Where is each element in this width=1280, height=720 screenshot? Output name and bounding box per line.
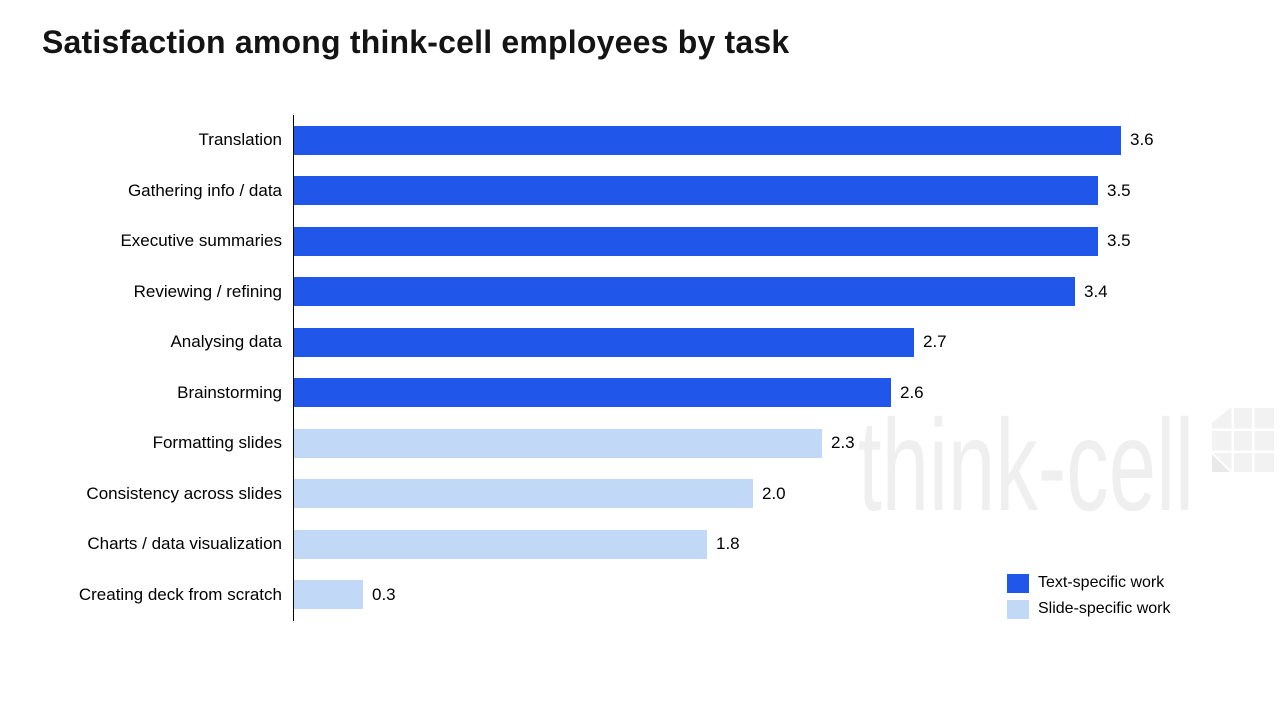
legend-swatch-slide-specific [1007, 599, 1029, 619]
value-label: 2.7 [923, 332, 947, 352]
value-label: 2.3 [831, 433, 855, 453]
value-label: 1.8 [716, 534, 740, 554]
legend-item-slide-specific: Slide-specific work [1007, 596, 1170, 622]
bar-chart: Translation 3.6 Gathering info / data 3.5 Ex… [0, 115, 1280, 620]
category-label: Formatting slides [152, 433, 282, 453]
legend-label-text-specific: Text-specific work [1038, 574, 1165, 591]
bar-row: Translation 3.6 [0, 115, 1280, 166]
bar-row: Analysing data 2.7 [0, 317, 1280, 368]
category-label: Executive summaries [120, 231, 282, 251]
value-label: 3.6 [1130, 130, 1154, 150]
category-label: Gathering info / data [127, 180, 282, 200]
bar-slide-specific-work [294, 428, 822, 458]
bar-text-specific-work [294, 226, 1098, 256]
category-label: Consistency across slides [86, 483, 282, 503]
bar-text-specific-work [294, 125, 1121, 155]
watermark-text: think-cell [858, 396, 1194, 528]
category-label: Analysing data [170, 332, 282, 352]
bar-row: Reviewing / refining 3.4 [0, 267, 1280, 318]
legend-item-text-specific: Text-specific work [1007, 570, 1170, 596]
value-label: 2.0 [762, 483, 786, 503]
category-label: Translation [198, 130, 282, 150]
bar-text-specific-work [294, 378, 891, 408]
bar-row: Brainstorming 2.6 [0, 368, 1280, 419]
chart-title: Satisfaction among think-cell employees … [42, 24, 790, 60]
category-axis-line [293, 115, 294, 621]
thinkcell-watermark: think-cell [856, 392, 1280, 538]
value-label: 3.5 [1107, 231, 1131, 251]
bar-row: Executive summaries 3.5 [0, 216, 1280, 267]
bar-row: Creating deck from scratch 0.3 [0, 570, 1280, 621]
value-label: 3.5 [1107, 180, 1131, 200]
legend-swatch-text-specific [1007, 573, 1029, 593]
bar-slide-specific-work [294, 580, 363, 610]
category-label: Brainstorming [177, 382, 282, 402]
bar-row: Consistency across slides 2.0 [0, 469, 1280, 520]
bar-row: Charts / data visualization 1.8 [0, 519, 1280, 570]
legend: Text-specific work Slide-specific work [1007, 570, 1170, 622]
value-label: 3.4 [1084, 281, 1108, 301]
bar-text-specific-work [294, 327, 914, 357]
bar-text-specific-work [294, 176, 1098, 206]
category-label: Reviewing / refining [133, 281, 282, 301]
category-label: Creating deck from scratch [78, 584, 282, 604]
value-label: 2.6 [900, 382, 924, 402]
bar-text-specific-work [294, 277, 1075, 307]
bar-slide-specific-work [294, 479, 753, 509]
thinkcell-logo-icon [1211, 408, 1274, 473]
category-label: Charts / data visualization [87, 534, 282, 554]
legend-label-slide-specific: Slide-specific work [1038, 600, 1171, 617]
bar-slide-specific-work [294, 529, 707, 559]
bar-row: Gathering info / data 3.5 [0, 166, 1280, 217]
value-label: 0.3 [372, 584, 396, 604]
bar-row: Formatting slides 2.3 [0, 418, 1280, 469]
